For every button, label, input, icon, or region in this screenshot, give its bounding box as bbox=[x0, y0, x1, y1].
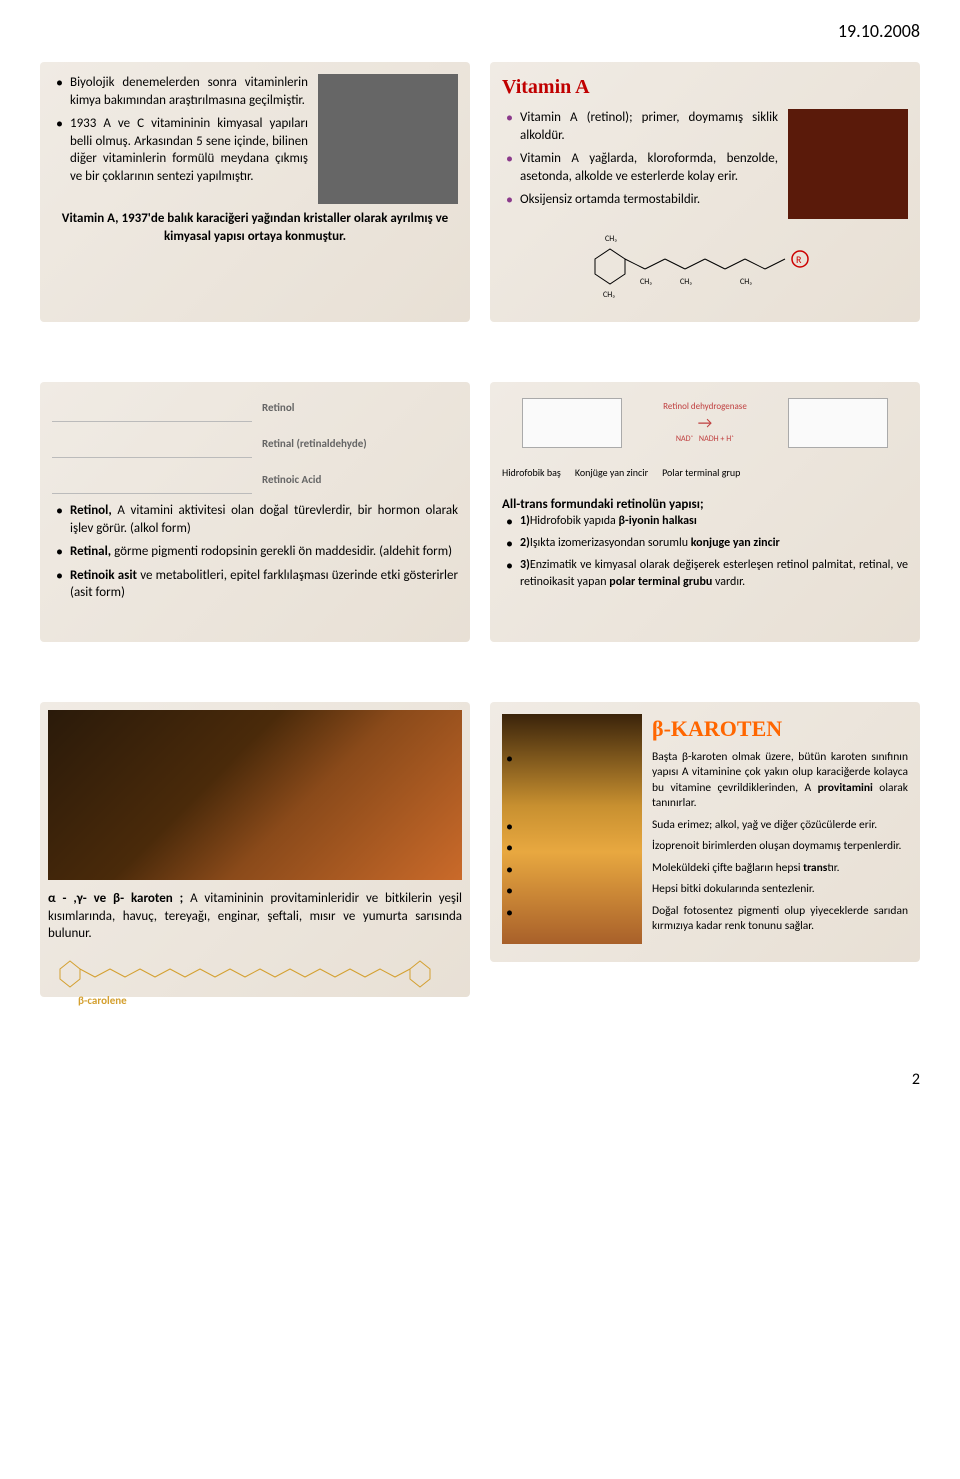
cap-conjugate: Konjüge yan zincir bbox=[575, 466, 648, 480]
svg-text:CH₃: CH₃ bbox=[640, 277, 652, 287]
form-retinoic: Retinoic Acid bbox=[262, 473, 321, 488]
cap-polar: Polar terminal grup bbox=[662, 466, 740, 480]
slide-karoten-sources: α - ,γ- ve β- karoten ; A vitamininin pr… bbox=[40, 702, 470, 997]
slide3-item: Retinol, A vitamini aktivitesi olan doğa… bbox=[56, 502, 458, 537]
slide2-bullets: Vitamin A (retinol); primer, doymamış si… bbox=[502, 109, 908, 209]
slide3-item: Retinal, görme pigmenti rodopsinin gerek… bbox=[56, 543, 458, 561]
page-date: 19.10.2008 bbox=[40, 20, 920, 42]
svg-text:CH₃: CH₃ bbox=[605, 234, 617, 244]
slide-beta-karoten: β-KAROTEN Başta β-karoten olmak üzere, b… bbox=[490, 702, 920, 962]
slide1-bullets: Biyolojik denemelerden sonra vitaminleri… bbox=[52, 74, 458, 185]
row-1: Biyolojik denemelerden sonra vitaminleri… bbox=[40, 62, 920, 322]
slide4-item: 2)Işıkta izomerizasyondan sorumlu konjug… bbox=[506, 535, 908, 551]
beta-carotene-structure: β-carolene bbox=[48, 949, 462, 989]
form-retinol: Retinol bbox=[262, 401, 294, 416]
beta-carotene-label: β-carolene bbox=[78, 994, 462, 1009]
forms-diagram: Retinol Retinal (retinaldehyde) Retinoic… bbox=[52, 394, 458, 494]
vitamin-a-title: Vitamin A bbox=[502, 74, 908, 101]
row-2: Retinol Retinal (retinaldehyde) Retinoic… bbox=[40, 382, 920, 642]
slide-vitamin-a: Vitamin A Vitamin A (retinol); primer, d… bbox=[490, 62, 920, 322]
slide-all-trans: Retinol dehydrogenase → NAD⁺ NADH + H⁺ H… bbox=[490, 382, 920, 642]
reactant-block bbox=[522, 398, 622, 448]
slide1-b1: Biyolojik denemelerden sonra vitaminleri… bbox=[56, 74, 458, 109]
carrot-photo bbox=[48, 710, 462, 880]
slide6-item: İzoprenoit birimlerden oluşan doymamış t… bbox=[506, 839, 908, 855]
product-block bbox=[788, 398, 888, 448]
trans-heading: All-trans formundaki retinolün yapısı; bbox=[502, 496, 908, 514]
cap-hydrophobic: Hidrofobik baş bbox=[502, 466, 561, 480]
slide2-b1: Vitamin A (retinol); primer, doymamış si… bbox=[506, 109, 908, 144]
slide2-b3: Oksijensiz ortamda termostabildir. bbox=[506, 191, 908, 209]
form-retinal: Retinal (retinaldehyde) bbox=[262, 437, 367, 452]
slide1-bold: Vitamin A, 1937'de balık karaciğeri yağı… bbox=[52, 210, 458, 245]
slide1-b2: 1933 A ve C vitamininin kimyasal yapılar… bbox=[56, 115, 458, 185]
page-number: 2 bbox=[912, 1070, 920, 1089]
reaction-diagram: Retinol dehydrogenase → NAD⁺ NADH + H⁺ bbox=[502, 394, 908, 462]
slide4-item: 1)Hidrofobik yapıda β-iyonin halkası bbox=[506, 513, 908, 529]
svg-text:CH₃: CH₃ bbox=[680, 277, 692, 287]
trans-list: 1)Hidrofobik yapıda β-iyonin halkası 2)Iş… bbox=[502, 513, 908, 590]
slide6-item: Doğal fotosentez pigmenti olup yiyecekle… bbox=[506, 904, 908, 935]
enzyme-label: Retinol dehydrogenase bbox=[663, 401, 747, 413]
slide6-item: Moleküldeki çifte bağların hepsi transtı… bbox=[506, 861, 908, 877]
retinol-structure: R CH₃ CH₃ CH₃ CH₃ CH₃ bbox=[502, 229, 908, 299]
page: 19.10.2008 Biyolojik denemelerden sonra … bbox=[0, 0, 960, 1097]
slide3-bullets: Retinol, A vitamini aktivitesi olan doğa… bbox=[52, 502, 458, 602]
slide4-item: 3)Enzimatik ve kimyasal olarak değişerek… bbox=[506, 557, 908, 589]
svg-text:R: R bbox=[796, 253, 802, 266]
slide3-item: Retinoik asit ve metabolitleri, epitel f… bbox=[56, 567, 458, 602]
row-3: α - ,γ- ve β- karoten ; A vitamininin pr… bbox=[40, 702, 920, 997]
slide-biology: Biyolojik denemelerden sonra vitaminleri… bbox=[40, 62, 470, 322]
svg-text:CH₃: CH₃ bbox=[603, 290, 615, 299]
chem-svg: R CH₃ CH₃ CH₃ CH₃ CH₃ bbox=[585, 229, 825, 299]
structure-caption: Hidrofobik baş Konjüge yan zincir Polar … bbox=[502, 466, 908, 480]
karoten-text: α - ,γ- ve β- karoten ; A vitamininin pr… bbox=[48, 890, 462, 943]
slide2-b2: Vitamin A yağlarda, kloroformda, benzold… bbox=[506, 150, 908, 185]
slide6-item: Suda erimez; alkol, yağ ve diğer çözücül… bbox=[506, 818, 908, 834]
svg-text:CH₃: CH₃ bbox=[740, 277, 752, 287]
slide-retinol-forms: Retinol Retinal (retinaldehyde) Retinoic… bbox=[40, 382, 470, 642]
slide6-item: Hepsi bitki dokularında sentezlenir. bbox=[506, 882, 908, 898]
slide6-bullets: Başta β-karoten olmak üzere, bütün karot… bbox=[502, 750, 908, 935]
slide6-item: Başta β-karoten olmak üzere, bütün karot… bbox=[506, 750, 908, 812]
reaction-middle: Retinol dehydrogenase → NAD⁺ NADH + H⁺ bbox=[663, 401, 747, 446]
